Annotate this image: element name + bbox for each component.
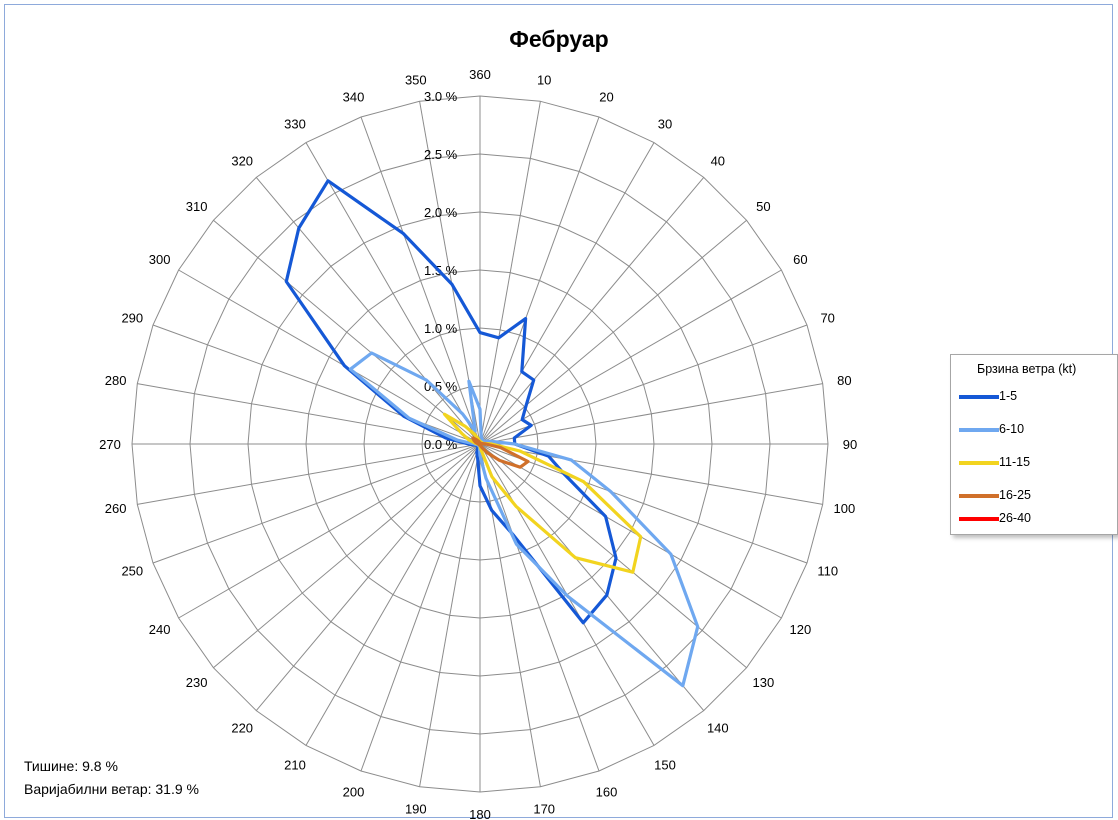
- direction-label: 330: [284, 117, 306, 132]
- direction-label: 60: [793, 252, 807, 267]
- grid-spoke: [479, 324, 808, 445]
- legend-item-16-25: 16-25: [959, 487, 1109, 505]
- legend-label: 26-40: [999, 511, 1031, 525]
- radial-tick-label: 2.0 %: [424, 205, 458, 220]
- legend-item-26-40: 26-40: [959, 510, 1109, 528]
- direction-label: 220: [231, 720, 253, 735]
- grid-spoke: [178, 269, 481, 445]
- grid-spoke: [213, 443, 481, 669]
- radial-tick-label: 2.5 %: [424, 147, 458, 162]
- direction-label: 230: [186, 675, 208, 690]
- series-1-5: [284, 179, 618, 625]
- direction-label: 40: [711, 154, 725, 169]
- direction-label: 180: [469, 807, 491, 820]
- legend-label: 1-5: [999, 389, 1018, 403]
- grid-spoke: [137, 383, 481, 445]
- direction-label: 80: [837, 373, 851, 388]
- direction-label: 110: [817, 564, 838, 579]
- grid-spoke: [137, 443, 481, 505]
- series-16-25: [471, 436, 530, 469]
- grid-spoke: [360, 443, 481, 772]
- legend-label: 16-25: [999, 488, 1031, 502]
- legend-item-11-15: 11-15: [959, 454, 1109, 472]
- direction-label: 100: [834, 501, 856, 516]
- direction-label: 300: [149, 252, 171, 267]
- grid-spoke: [479, 443, 747, 669]
- direction-label: 360: [469, 67, 491, 82]
- direction-label: 160: [596, 785, 618, 800]
- grid-spoke: [479, 101, 541, 445]
- direction-label: 170: [533, 801, 555, 816]
- direction-label: 20: [599, 89, 613, 104]
- grid-spoke: [479, 443, 823, 505]
- direction-label: 350: [405, 73, 427, 88]
- variable-wind-label: Варијабилни: [24, 781, 108, 797]
- variable-wind-note: Варијабилни ветар: 31.9 %: [24, 781, 199, 797]
- direction-label: 190: [405, 801, 427, 816]
- direction-label: 140: [707, 720, 729, 735]
- legend: Брзина ветра (kt) 1-5 6-10 11-15 16-25 2…: [950, 354, 1118, 535]
- direction-label: 120: [790, 622, 812, 637]
- direction-label: 310: [186, 199, 208, 214]
- grid-spoke: [479, 443, 541, 787]
- legend-item-1-5: 1-5: [959, 388, 1109, 406]
- grid-spoke: [360, 116, 481, 445]
- grid-spoke: [479, 116, 600, 445]
- legend-item-6-10: 6-10: [959, 421, 1109, 439]
- direction-label: 240: [149, 622, 171, 637]
- grid-spoke: [479, 383, 823, 445]
- radial-tick-label: 0.0 %: [424, 437, 458, 452]
- radial-tick-label: 3.0 %: [424, 89, 458, 104]
- direction-label: 200: [343, 785, 365, 800]
- grid-spoke: [152, 443, 481, 564]
- grid-spoke: [305, 142, 481, 445]
- direction-label: 50: [756, 199, 770, 214]
- variable-wind-value: ветар: 31.9 %: [111, 781, 199, 797]
- direction-label: 340: [343, 89, 365, 104]
- radial-tick-label: 0.5 %: [424, 379, 458, 394]
- direction-label: 290: [121, 311, 143, 326]
- grid-spoke: [255, 443, 481, 711]
- legend-title: Брзина ветра (kt): [977, 362, 1077, 376]
- grid-spoke: [479, 219, 747, 445]
- legend-label: 6-10: [999, 422, 1025, 436]
- calm-note: Тишине: 9.8 %: [24, 758, 118, 774]
- direction-label: 260: [105, 501, 127, 516]
- chart-title: Фебруар: [509, 26, 609, 52]
- legend-swatch: [959, 395, 999, 399]
- grid-spoke: [479, 177, 705, 445]
- direction-label: 250: [121, 564, 143, 579]
- grid-spoke: [479, 142, 655, 445]
- grid-spoke: [479, 443, 782, 619]
- direction-label: 30: [658, 117, 672, 132]
- legend-swatch: [959, 461, 999, 465]
- radial-tick-label: 1.0 %: [424, 321, 458, 336]
- grid-spoke: [479, 443, 600, 772]
- direction-label: 280: [105, 373, 127, 388]
- direction-label: 270: [99, 437, 121, 452]
- grid-spoke: [255, 177, 481, 445]
- grid-spoke: [479, 443, 705, 711]
- direction-label: 70: [820, 311, 834, 326]
- direction-label: 320: [231, 154, 253, 169]
- legend-swatch: [959, 428, 999, 432]
- grid-spoke: [305, 443, 481, 746]
- legend-swatch: [959, 517, 999, 521]
- legend-label: 11-15: [999, 455, 1031, 469]
- direction-label: 90: [843, 437, 857, 452]
- legend-swatch: [959, 494, 999, 498]
- direction-label: 150: [654, 757, 676, 772]
- grid-spoke: [213, 219, 481, 445]
- grid-spoke: [419, 443, 481, 787]
- grid-spoke: [178, 443, 481, 619]
- direction-label: 10: [537, 73, 551, 88]
- grid-spoke: [479, 443, 808, 564]
- direction-label: 130: [753, 675, 775, 690]
- grid-spoke: [479, 269, 782, 445]
- direction-label: 210: [284, 757, 306, 772]
